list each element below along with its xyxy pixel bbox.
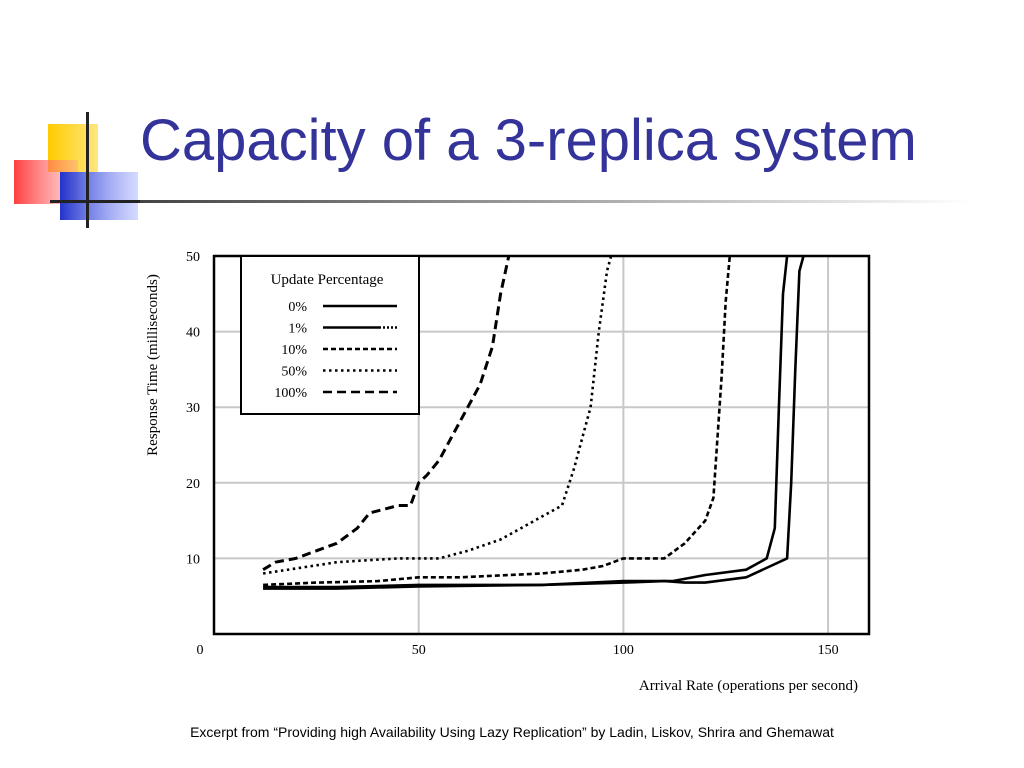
x-tick-label-150: 150 bbox=[818, 643, 839, 658]
y-tick-label-40: 40 bbox=[186, 326, 200, 341]
series-line-1pct bbox=[263, 256, 789, 589]
legend-label-10pct: 10% bbox=[281, 343, 307, 358]
y-axis-label: Response Time (milliseconds) bbox=[145, 274, 161, 456]
x-tick-label-100: 100 bbox=[613, 643, 634, 658]
legend-title: Update Percentage bbox=[271, 272, 384, 288]
y-tick-label-10: 10 bbox=[186, 552, 200, 567]
slide-caption: Excerpt from “Providing high Availabilit… bbox=[190, 724, 834, 740]
y-tick-label-50: 50 bbox=[186, 250, 200, 265]
title-underline bbox=[140, 200, 970, 203]
legend-box bbox=[240, 255, 420, 415]
x-axis-label: Arrival Rate (operations per second) bbox=[639, 678, 858, 694]
legend-label-0pct: 0% bbox=[288, 300, 307, 315]
series-line-10pct bbox=[263, 256, 732, 587]
x-tick-label-50: 50 bbox=[412, 643, 426, 658]
legend-label-50pct: 50% bbox=[281, 365, 307, 380]
y-tick-label-30: 30 bbox=[186, 401, 200, 416]
series-line-100pct bbox=[262, 256, 511, 571]
slide-title: Capacity of a 3-replica system bbox=[140, 108, 917, 173]
y-tick-label-20: 20 bbox=[186, 477, 200, 492]
corner-decoration bbox=[14, 112, 140, 228]
series-line-50pct bbox=[262, 256, 613, 575]
legend-label-100pct: 100% bbox=[274, 386, 307, 401]
plot-frame bbox=[212, 254, 871, 636]
x-tick-label-0: 0 bbox=[197, 643, 204, 658]
legend-label-1pct: 1% bbox=[288, 322, 307, 337]
